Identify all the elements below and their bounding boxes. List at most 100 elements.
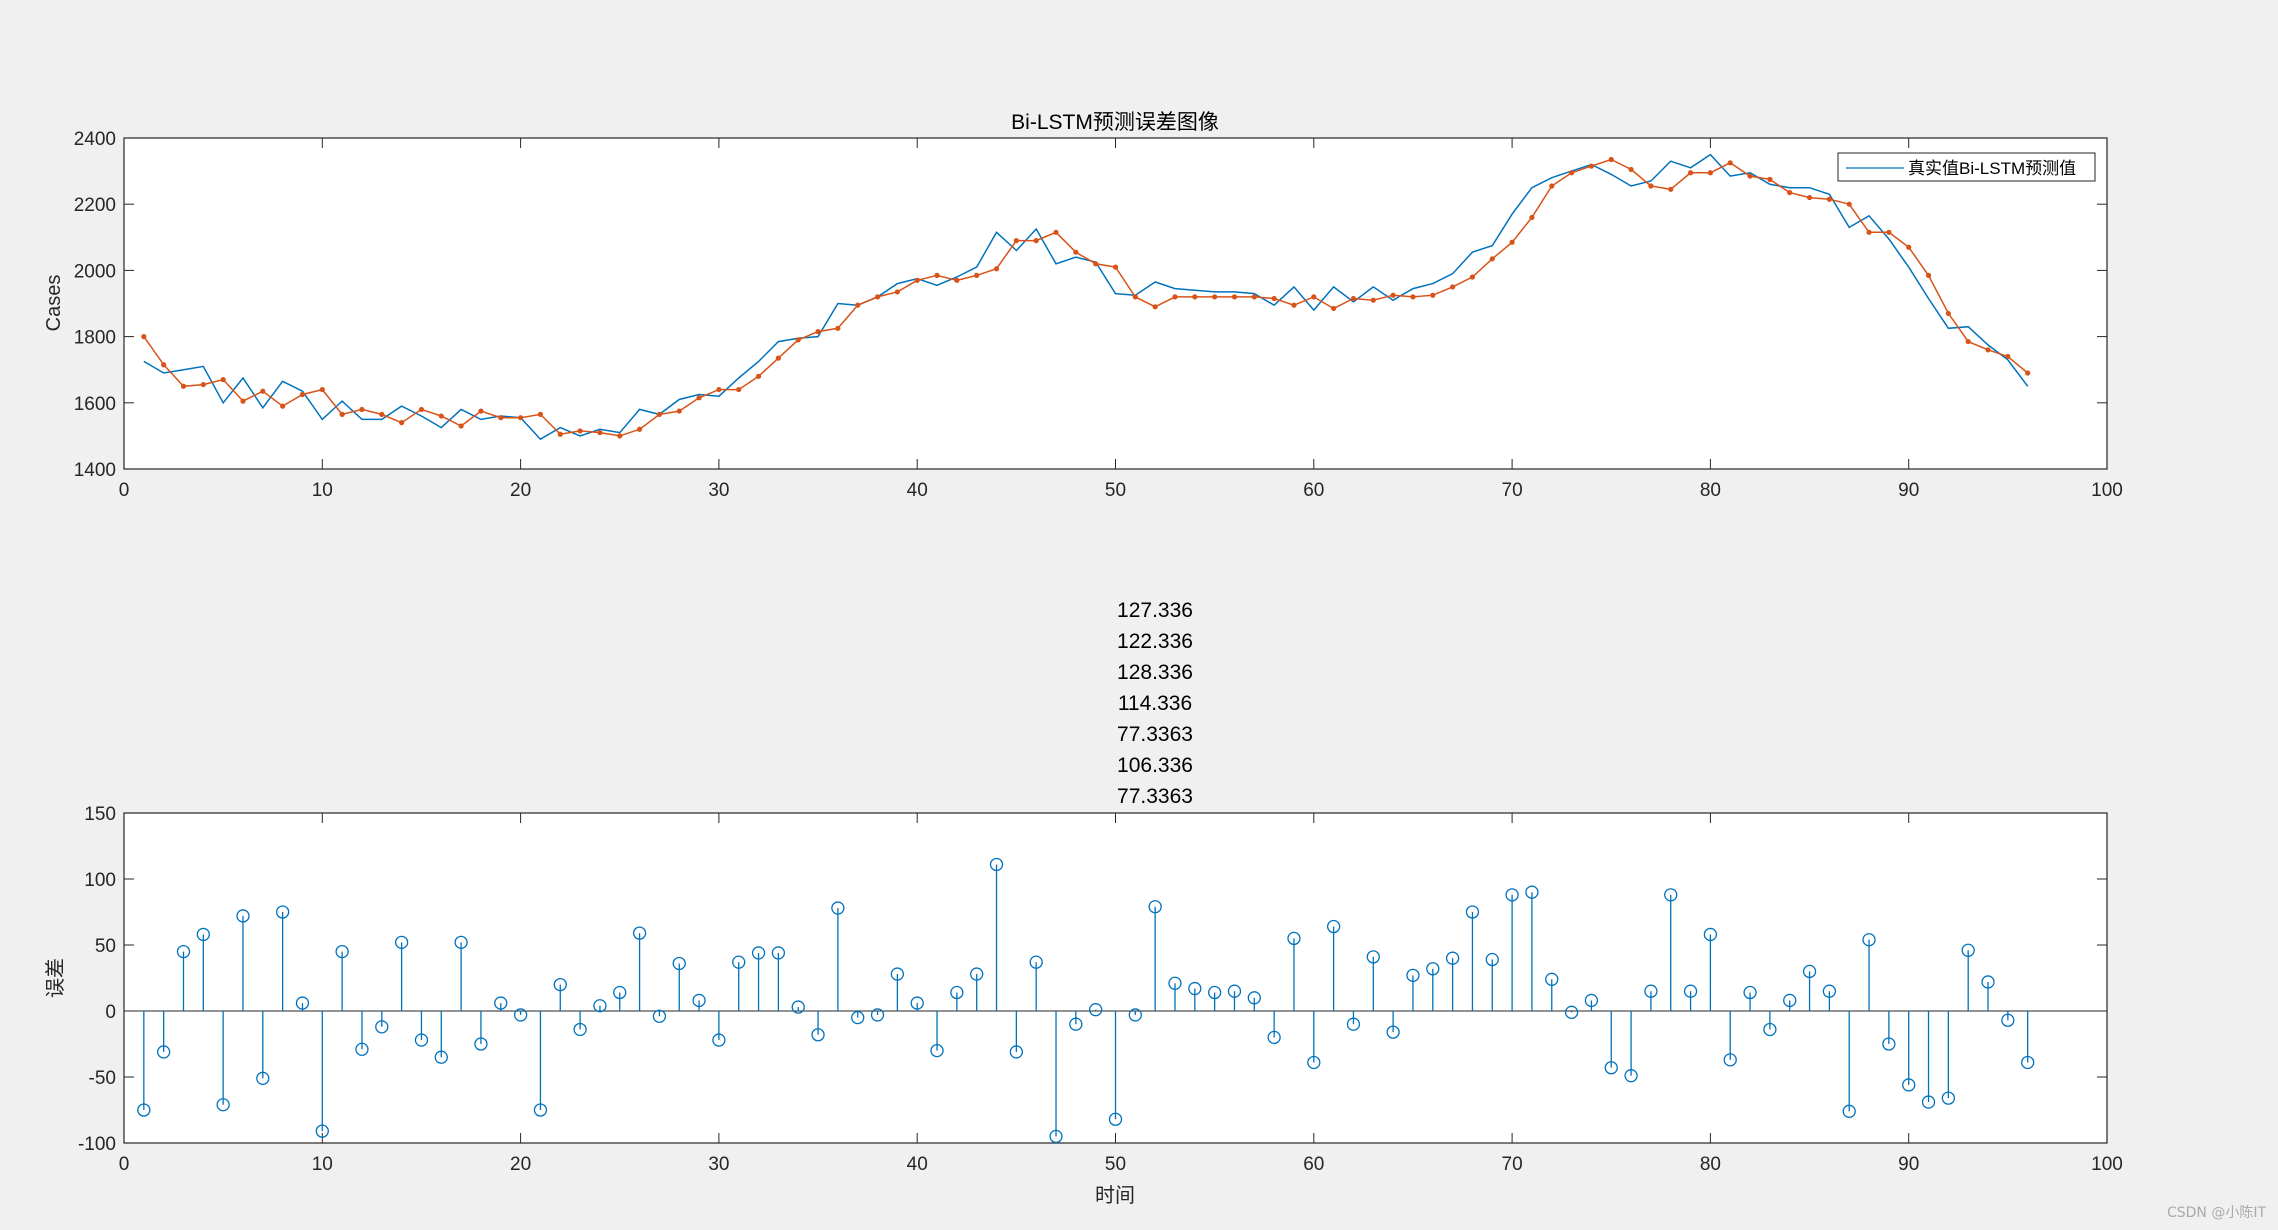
predicted-point <box>1291 302 1297 308</box>
error-stem-marker <box>434 1050 448 1064</box>
error-stem-marker <box>1208 985 1222 1000</box>
top-y-tick-label: 2400 <box>74 129 116 150</box>
error-stem-marker <box>1763 1022 1777 1037</box>
predicted-point <box>914 277 920 283</box>
error-stem-marker <box>553 977 567 992</box>
error-stem-marker <box>692 993 706 1008</box>
predicted-point <box>1767 176 1773 182</box>
overlay-label: 122.336 <box>1117 630 1193 653</box>
top-x-tick-label: 60 <box>1303 480 1324 501</box>
predicted-point <box>1331 305 1337 312</box>
error-stem-marker <box>1406 968 1420 983</box>
error-stem-marker <box>1485 952 1499 967</box>
predicted-point <box>993 266 1000 272</box>
bottom-axes: 0 10 20 30 40 50 60 70 80 90 100 -100 -50 0 50 100 150 时… <box>44 804 2123 1207</box>
bottom-y-tick-label: 0 <box>105 1002 116 1023</box>
error-stem-marker <box>1941 1091 1956 1105</box>
error-stem-marker <box>533 1103 548 1117</box>
predicted-point <box>161 362 167 368</box>
predicted-point <box>379 411 385 417</box>
predicted-point <box>180 383 187 389</box>
error-stem-marker <box>632 926 647 940</box>
predicted-point <box>557 431 563 437</box>
error-stem-marker <box>1525 885 1539 899</box>
predicted-point <box>1648 183 1654 189</box>
error-stem-marker <box>791 1000 805 1014</box>
bottom-x-tick-label: 10 <box>312 1154 333 1175</box>
bottom-x-tick-label: 60 <box>1303 1154 1324 1175</box>
top-x-tick-label: 0 <box>119 480 130 501</box>
error-stem-marker <box>1247 991 1261 1005</box>
error-stem-marker <box>989 857 1004 872</box>
predicted-point <box>1013 238 1019 244</box>
top-x-tick-label: 10 <box>312 480 333 501</box>
error-stem-marker <box>712 1033 726 1047</box>
error-stem-marker <box>1783 993 1797 1008</box>
predicted-point <box>815 329 821 335</box>
predicted-point <box>874 294 881 300</box>
error-stem-marker <box>1961 943 1975 957</box>
error-stem-marker <box>494 996 508 1010</box>
error-stem-marker <box>1584 993 1599 1008</box>
bottom-x-tick-label: 20 <box>510 1154 531 1175</box>
error-stem-marker <box>1604 1061 1618 1075</box>
predicted-point <box>1093 261 1099 267</box>
top-y-tick-label: 2200 <box>74 195 116 216</box>
top-y-tick-label: 1400 <box>74 460 116 481</box>
predicted-point <box>1608 156 1614 163</box>
predicted-point <box>1172 294 1178 300</box>
predicted-point <box>418 406 425 413</box>
error-stem-marker <box>970 967 984 981</box>
overlay-label: 127.336 <box>1117 599 1193 622</box>
error-stem-marker <box>236 909 250 923</box>
overlay-label: 128.336 <box>1117 661 1193 684</box>
error-stem-marker <box>454 935 468 950</box>
error-stem-marker <box>2021 1055 2035 1070</box>
error-stem-marker <box>1128 1008 1142 1022</box>
error-stem-marker <box>474 1037 488 1051</box>
predicted-point <box>478 408 484 414</box>
error-stem-marker <box>1445 951 1460 965</box>
error-stem-marker <box>771 946 786 960</box>
bottom-x-tick-label: 40 <box>907 1154 928 1175</box>
error-stem-marker <box>1564 1005 1579 1019</box>
error-stem-marker <box>1227 984 1242 998</box>
error-stem-marker <box>1743 985 1757 1000</box>
error-stem-marker <box>216 1098 230 1112</box>
error-stem-marker <box>672 956 686 971</box>
predicted-point <box>597 429 603 436</box>
predicted-point <box>775 355 781 361</box>
error-stem-marker <box>950 985 964 1000</box>
error-stem-marker <box>1188 981 1202 996</box>
predicted-point <box>696 395 702 401</box>
predicted-point <box>1469 274 1476 280</box>
predicted-point <box>795 337 801 343</box>
top-x-tick-label: 80 <box>1700 480 1721 501</box>
overlay-label: 106.336 <box>1117 754 1193 777</box>
bottom-x-tick-label: 30 <box>708 1154 729 1175</box>
predicted-point <box>636 426 643 432</box>
bottom-ticks: 0 10 20 30 40 50 60 70 80 90 100 -100 -50 0 50 100 150 <box>78 804 2123 1175</box>
predicted-value-line <box>143 158 2029 437</box>
error-stem-marker <box>2001 1013 2015 1027</box>
top-y-tick-label: 1600 <box>74 394 116 415</box>
predicted-point <box>1251 294 1257 300</box>
top-x-tick-label: 70 <box>1502 480 1523 501</box>
predicted-point <box>498 415 504 421</box>
predicted-point <box>1787 190 1793 196</box>
error-stem-marker <box>593 999 607 1013</box>
error-stem-marker <box>910 996 924 1010</box>
predicted-point <box>1033 238 1039 244</box>
predicted-point <box>458 423 464 429</box>
predicted-point <box>1450 284 1456 290</box>
bottom-y-tick-label: 100 <box>84 870 116 891</box>
predicted-point <box>1132 294 1138 300</box>
predicted-point <box>1925 272 1932 278</box>
predicted-point <box>1073 249 1079 255</box>
predicted-point <box>200 381 206 388</box>
predicted-point <box>1568 170 1575 176</box>
error-stem-marker <box>335 944 349 959</box>
error-stem-marker <box>1009 1045 1023 1059</box>
top-x-tick-label: 20 <box>510 480 531 501</box>
top-x-tick-label: 50 <box>1105 480 1126 501</box>
